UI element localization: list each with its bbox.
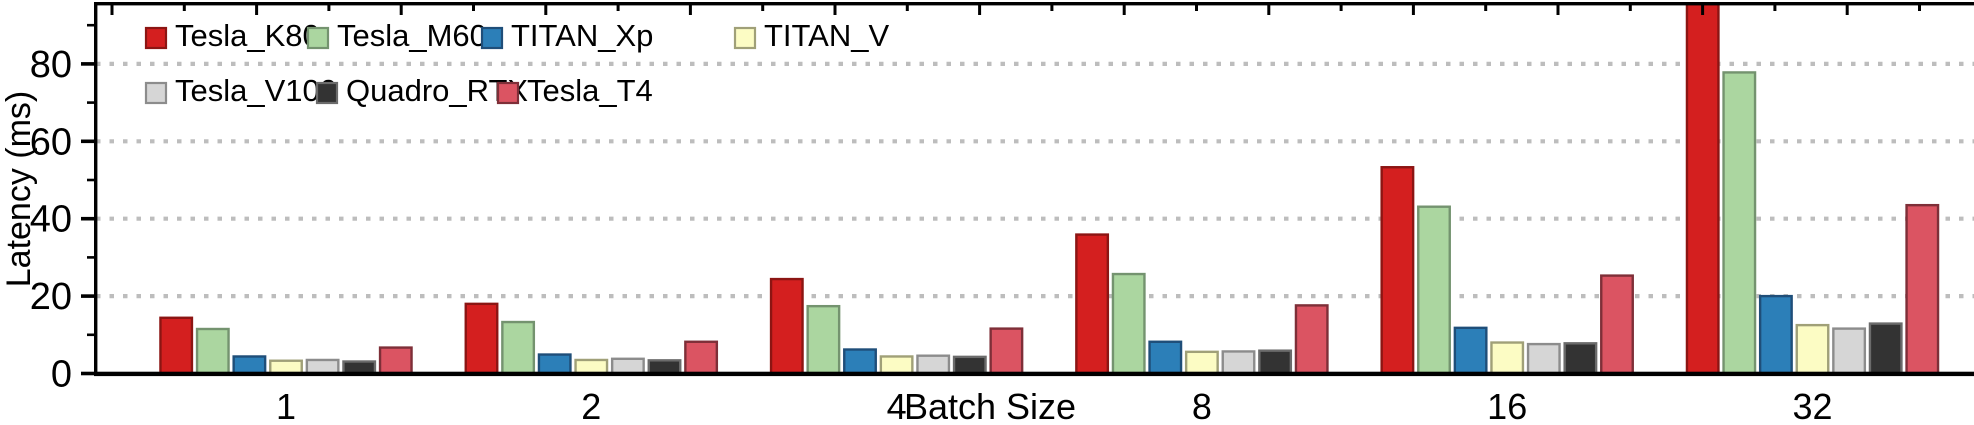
bar-Tesla_T4-batch2 bbox=[684, 340, 719, 376]
y-axis-label: Latency (ms) bbox=[0, 91, 38, 288]
bar-Tesla_V100-batch16 bbox=[1526, 342, 1561, 376]
bar-Tesla_T4-batch4 bbox=[989, 327, 1024, 376]
axes-layer bbox=[81, 2, 1974, 377]
top-spine bbox=[94, 2, 1974, 6]
bar-TITAN_Xp-batch32 bbox=[1758, 294, 1793, 376]
y-tick-label-20: 20 bbox=[30, 276, 72, 318]
x-tick-label-16: 16 bbox=[1487, 386, 1527, 425]
bar-Tesla_T4-batch16 bbox=[1600, 274, 1634, 376]
x-tick-label-2: 2 bbox=[581, 386, 601, 425]
bar-Tesla_T4-batch8 bbox=[1294, 304, 1329, 376]
bar-TITAN_Xp-batch4 bbox=[843, 348, 877, 376]
bar-Tesla_T4-batch32 bbox=[1905, 203, 1940, 376]
bar-TITAN_V-batch32 bbox=[1795, 323, 1830, 376]
bar-Tesla_M60-batch8 bbox=[1111, 272, 1146, 376]
bar-Tesla_K80-batch32 bbox=[1685, 2, 1720, 376]
bar-Quadro_RTX-batch8 bbox=[1258, 349, 1293, 376]
bar-Tesla_M60-batch1 bbox=[195, 327, 230, 376]
bar-TITAN_V-batch16 bbox=[1490, 341, 1525, 376]
legend-swatch-Tesla_M60 bbox=[306, 26, 330, 50]
x-tick-label-8: 8 bbox=[1192, 386, 1212, 425]
legend-swatch-Tesla_V100 bbox=[144, 81, 168, 105]
legend-label-Tesla_M60: Tesla_M60 bbox=[337, 18, 487, 53]
bar-TITAN_Xp-batch2 bbox=[537, 353, 572, 376]
bar-Quadro_RTX-batch16 bbox=[1563, 342, 1598, 376]
bar-TITAN_Xp-batch8 bbox=[1148, 340, 1183, 376]
legend-label-Tesla_T4: Tesla_T4 bbox=[527, 73, 653, 108]
tick-labels-layer: 0 20 40 60 80 1 2 4 8 16 32 bbox=[30, 44, 1833, 425]
y-tick-label-80: 80 bbox=[30, 44, 72, 86]
legend-swatch-TITAN_Xp bbox=[480, 26, 504, 50]
legend: Tesla_K80 Tesla_M60 TITAN_Xp TITAN_V Tesla_V… bbox=[144, 18, 889, 108]
bar-TITAN_Xp-batch16 bbox=[1453, 326, 1488, 376]
bar-Tesla_K80-batch1 bbox=[159, 316, 194, 376]
x-axis-spine bbox=[94, 371, 1974, 377]
bar-Tesla_V100-batch8 bbox=[1221, 350, 1256, 376]
x-tick-label-4: 4 bbox=[887, 386, 907, 425]
bar-Tesla_V100-batch32 bbox=[1832, 327, 1867, 376]
bar-Tesla_M60-batch32 bbox=[1722, 71, 1757, 376]
legend-label-Tesla_K80: Tesla_K80 bbox=[175, 18, 320, 53]
bar-Tesla_M60-batch16 bbox=[1417, 205, 1451, 376]
x-tick-label-1: 1 bbox=[276, 386, 296, 425]
legend-label-TITAN_V: TITAN_V bbox=[764, 18, 889, 53]
bar-TITAN_V-batch8 bbox=[1184, 350, 1219, 376]
x-axis-label: Batch Size bbox=[904, 386, 1076, 425]
y-tick-label-40: 40 bbox=[30, 199, 72, 241]
legend-swatch-Quadro_RTX bbox=[315, 81, 339, 105]
bar-Tesla_V100-batch4 bbox=[916, 354, 951, 376]
bars-layer bbox=[159, 2, 1940, 376]
legend-swatch-TITAN_V bbox=[733, 26, 757, 50]
y-tick-label-0: 0 bbox=[51, 354, 72, 396]
gridlines-layer bbox=[96, 61, 1974, 299]
y-axis-spine bbox=[94, 2, 98, 374]
bar-Tesla_K80-batch16 bbox=[1380, 166, 1415, 376]
y-tick-label-60: 60 bbox=[30, 121, 72, 163]
bar-Tesla_T4-batch1 bbox=[378, 346, 413, 376]
x-tick-label-32: 32 bbox=[1792, 386, 1832, 425]
legend-swatch-Tesla_T4 bbox=[496, 81, 520, 105]
bar-Tesla_M60-batch2 bbox=[501, 320, 536, 376]
bar-Quadro_RTX-batch32 bbox=[1868, 322, 1903, 376]
bar-Tesla_K80-batch8 bbox=[1075, 233, 1110, 376]
bar-Tesla_K80-batch2 bbox=[464, 302, 499, 376]
legend-label-TITAN_Xp: TITAN_Xp bbox=[511, 18, 653, 53]
legend-label-Tesla_V100: Tesla_V100 bbox=[175, 73, 337, 108]
bar-Tesla_M60-batch4 bbox=[806, 304, 841, 376]
bar-Tesla_K80-batch4 bbox=[769, 277, 804, 376]
legend-swatch-Tesla_K80 bbox=[144, 26, 168, 50]
